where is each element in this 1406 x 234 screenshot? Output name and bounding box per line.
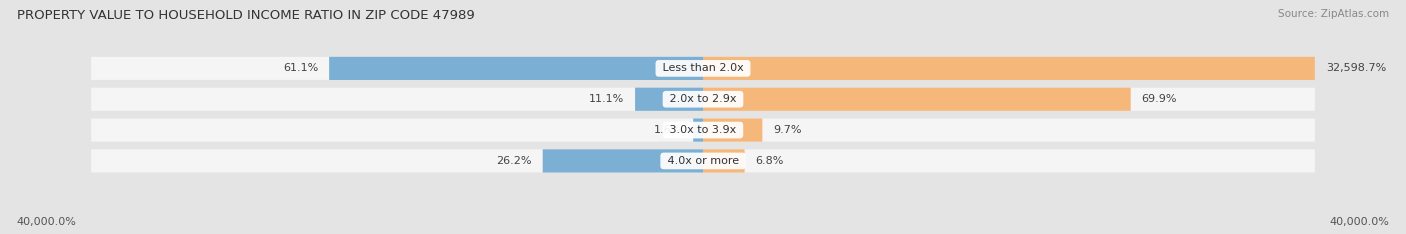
Text: 6.8%: 6.8% xyxy=(755,156,785,166)
Text: 11.1%: 11.1% xyxy=(589,94,624,104)
Legend: Without Mortgage, With Mortgage: Without Mortgage, With Mortgage xyxy=(579,232,827,234)
Text: PROPERTY VALUE TO HOUSEHOLD INCOME RATIO IN ZIP CODE 47989: PROPERTY VALUE TO HOUSEHOLD INCOME RATIO… xyxy=(17,9,475,22)
FancyBboxPatch shape xyxy=(91,149,1315,172)
Text: 9.7%: 9.7% xyxy=(773,125,801,135)
Text: 3.0x to 3.9x: 3.0x to 3.9x xyxy=(666,125,740,135)
Text: 40,000.0%: 40,000.0% xyxy=(1329,217,1389,227)
FancyBboxPatch shape xyxy=(693,118,703,142)
Text: 26.2%: 26.2% xyxy=(496,156,531,166)
Text: 69.9%: 69.9% xyxy=(1142,94,1177,104)
FancyBboxPatch shape xyxy=(703,149,745,172)
FancyBboxPatch shape xyxy=(91,119,1315,142)
FancyBboxPatch shape xyxy=(636,88,703,111)
Text: 61.1%: 61.1% xyxy=(283,63,318,73)
FancyBboxPatch shape xyxy=(703,57,1315,80)
Text: 32,598.7%: 32,598.7% xyxy=(1326,63,1386,73)
FancyBboxPatch shape xyxy=(329,57,703,80)
FancyBboxPatch shape xyxy=(91,88,1315,111)
Text: 1.6%: 1.6% xyxy=(654,125,682,135)
Text: 4.0x or more: 4.0x or more xyxy=(664,156,742,166)
Text: Source: ZipAtlas.com: Source: ZipAtlas.com xyxy=(1278,9,1389,19)
FancyBboxPatch shape xyxy=(703,88,1130,111)
FancyBboxPatch shape xyxy=(703,118,762,142)
FancyBboxPatch shape xyxy=(543,149,703,172)
Text: 40,000.0%: 40,000.0% xyxy=(17,217,77,227)
Text: 2.0x to 2.9x: 2.0x to 2.9x xyxy=(666,94,740,104)
Text: Less than 2.0x: Less than 2.0x xyxy=(659,63,747,73)
FancyBboxPatch shape xyxy=(91,57,1315,80)
